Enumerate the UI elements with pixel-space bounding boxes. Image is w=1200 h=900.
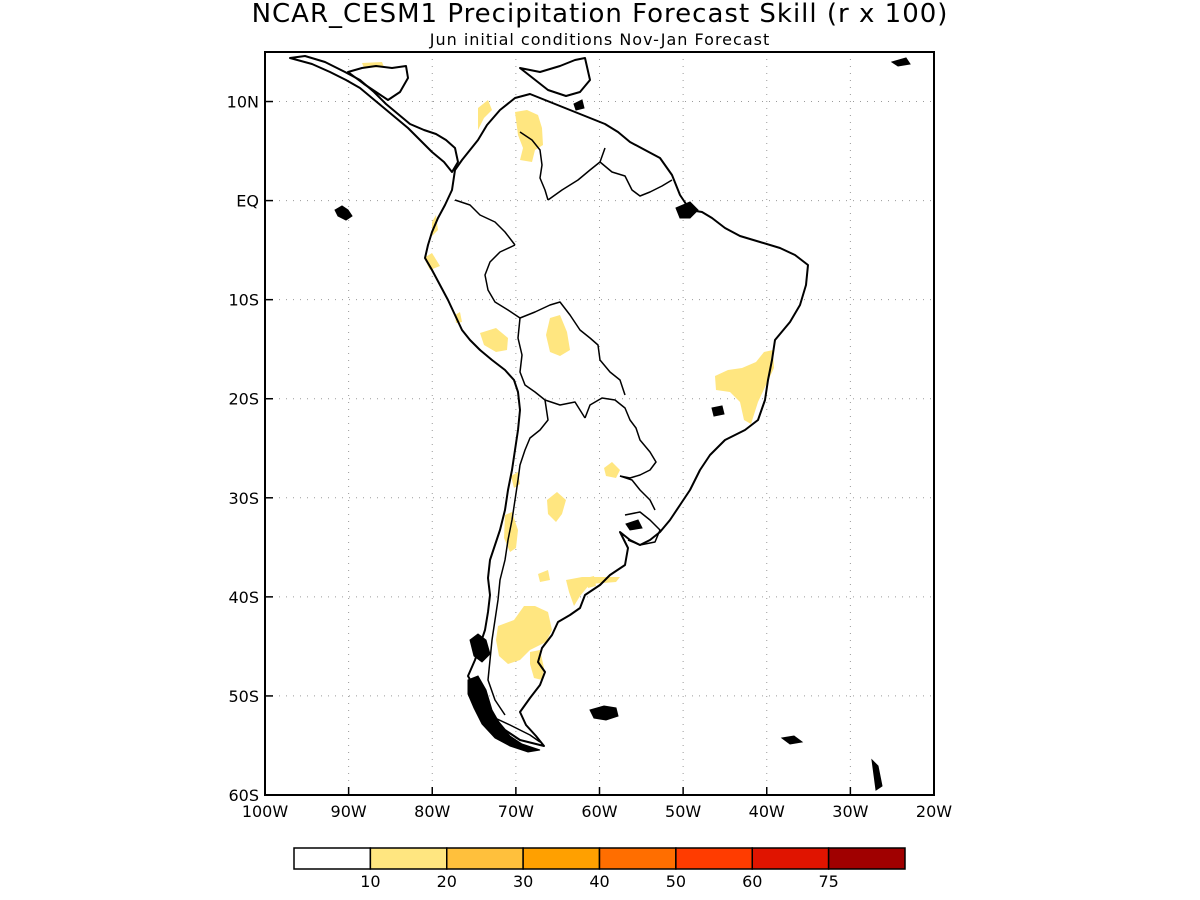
island-chiloe-area xyxy=(469,633,491,663)
border-colombia-south xyxy=(454,199,516,246)
skill-patch-brazil-east xyxy=(715,350,774,424)
island-south-georgia xyxy=(780,735,804,745)
colorbar-swatch xyxy=(446,847,524,870)
island-uruguay-lagoon xyxy=(625,519,643,531)
y-tick-label: EQ xyxy=(236,192,259,211)
colorbar: 10 20 30 40 50 60 75 xyxy=(293,847,906,891)
colorbar-label: 30 xyxy=(513,872,533,891)
skill-patch-paraguay-border xyxy=(604,462,620,478)
coastline-yucatan xyxy=(347,65,409,101)
gridlines xyxy=(264,52,935,796)
x-tick-label: 40W xyxy=(749,802,785,821)
y-tick-label: 20S xyxy=(228,390,259,409)
colorbar-swatch xyxy=(827,847,906,870)
border-venezuela-brazil xyxy=(547,147,606,201)
island-galapagos xyxy=(334,205,353,221)
border-uruguay xyxy=(624,511,661,546)
x-tick-label: 50W xyxy=(665,802,701,821)
y-tick-label: 60S xyxy=(228,786,259,805)
border-argentina-east xyxy=(619,475,656,511)
colorbar-swatch xyxy=(522,847,601,870)
map-subtitle: Jun initial conditions Nov-Jan Forecast xyxy=(429,30,770,49)
border-peru-brazil xyxy=(484,244,521,319)
border-argentina-north xyxy=(517,399,549,481)
island-north-east xyxy=(890,57,911,67)
skill-patch-colombia-venezuela xyxy=(515,110,543,162)
coastlines-and-borders xyxy=(289,55,809,747)
coastline-central-america xyxy=(289,55,459,173)
map-frame xyxy=(264,51,935,796)
skill-patch-argentina-central xyxy=(547,492,566,522)
colorbar-label: 20 xyxy=(437,872,457,891)
border-tierra-del-fuego xyxy=(494,717,541,743)
island-markers xyxy=(334,57,911,791)
y-tick-label: 50S xyxy=(228,687,259,706)
y-tick-label: 40S xyxy=(228,588,259,607)
border-colombia-venezuela xyxy=(519,131,549,201)
border-brazil-bolivia xyxy=(519,301,626,396)
longitude-tick-labels: 100W 90W 80W 70W 60W 50W 40W 30W 20W xyxy=(242,802,952,821)
x-tick-label: 100W xyxy=(242,802,289,821)
border-bolivia-south xyxy=(544,399,586,419)
coastline-south-america xyxy=(424,93,809,747)
x-tick-label: 30W xyxy=(832,802,868,821)
y-tick-label: 10N xyxy=(227,93,259,112)
island-trinidad xyxy=(573,99,585,111)
y-tick-label: 30S xyxy=(228,489,259,508)
colorbar-label: 75 xyxy=(818,872,838,891)
colorbar-label: 10 xyxy=(360,872,380,891)
island-sandwich xyxy=(871,758,883,791)
skill-patch-bolivia xyxy=(546,315,570,356)
skill-patch-peru-south xyxy=(480,328,508,352)
x-tick-label: 80W xyxy=(414,802,450,821)
colorbar-swatch xyxy=(293,847,372,870)
colorbar-label: 40 xyxy=(589,872,609,891)
x-tick-label: 60W xyxy=(581,802,617,821)
island-amazon-delta xyxy=(675,201,699,219)
x-tick-label: 20W xyxy=(916,802,952,821)
skill-patch-buenos-aires xyxy=(586,576,596,588)
border-guianas xyxy=(599,161,673,197)
skill-patch-peru-north xyxy=(424,253,440,270)
border-bolivia-chile xyxy=(517,317,546,401)
border-chile-argentina xyxy=(487,479,519,716)
skill-shading xyxy=(362,62,774,680)
skill-patch-argentina-west xyxy=(538,570,550,582)
skill-patch-patagonia xyxy=(496,606,552,664)
x-tick-label: 70W xyxy=(498,802,534,821)
skill-patch-patagonia-south xyxy=(530,650,544,680)
border-paraguay xyxy=(584,397,657,479)
latitude-tick-labels: 10N EQ 10S 20S 30S 40S 50S 60S xyxy=(227,93,259,805)
skill-patch-venezuela-coast xyxy=(478,100,492,130)
colorbar-swatch xyxy=(751,847,830,870)
colorbar-swatch xyxy=(675,847,753,870)
map-title: NCAR_CESM1 Precipitation Forecast Skill … xyxy=(252,0,949,29)
y-tick-label: 10S xyxy=(228,291,259,310)
colorbar-swatch xyxy=(598,847,677,870)
island-chile-fjords xyxy=(467,675,541,753)
skill-patch-chile-central xyxy=(504,512,518,552)
colorbar-swatch xyxy=(369,847,448,870)
x-tick-label: 90W xyxy=(331,802,367,821)
skill-patch-argentina-coast xyxy=(566,577,620,606)
island-falklands xyxy=(589,705,619,721)
colorbar-label: 50 xyxy=(666,872,686,891)
coastline-caribbean xyxy=(519,57,591,97)
island-brazil-lagoon xyxy=(711,405,725,417)
colorbar-label: 60 xyxy=(742,872,762,891)
